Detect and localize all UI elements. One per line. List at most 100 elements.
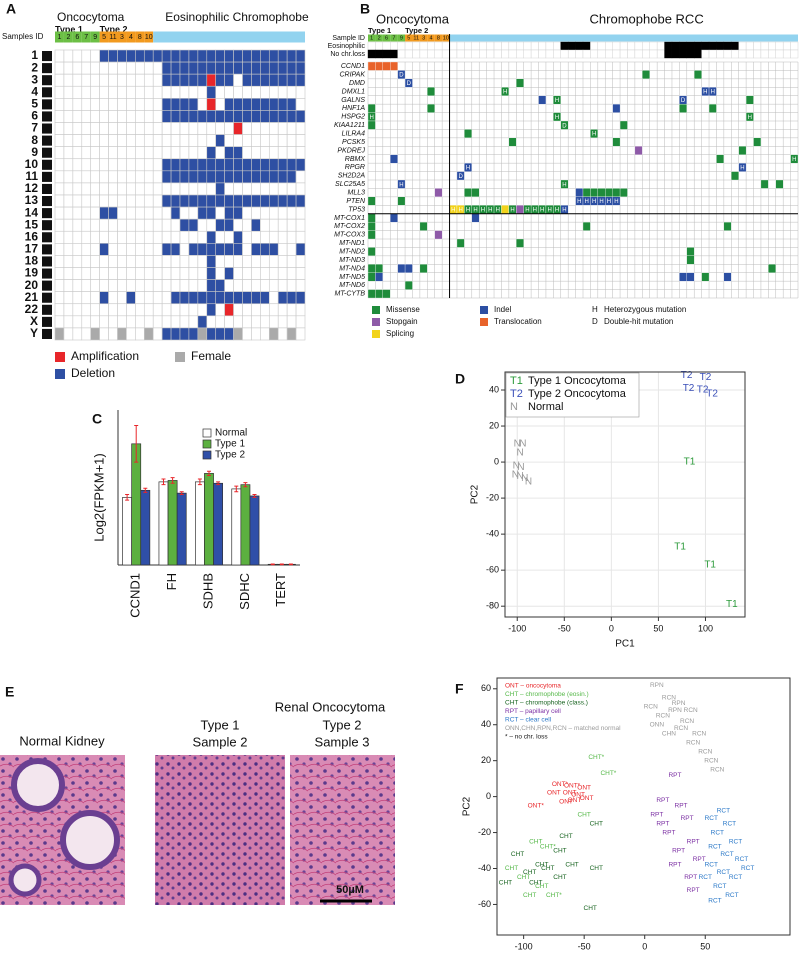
- cnv-cell: [72, 279, 83, 292]
- cnv-cell: [170, 110, 181, 123]
- cnv-cell: [90, 279, 100, 292]
- track-cell: [575, 49, 584, 59]
- cnv-cell: [99, 243, 109, 256]
- track-cell: [597, 41, 606, 51]
- cnv-cell: [260, 218, 270, 232]
- track-cell: [545, 49, 554, 59]
- cnv-cell: [90, 315, 100, 329]
- cnv-cell: [260, 110, 270, 123]
- track-cell: [375, 49, 384, 59]
- cnv-cell: [161, 73, 172, 87]
- cnv-cell: [63, 134, 74, 147]
- cnv-cell: [126, 61, 136, 75]
- track-cell: [701, 49, 710, 59]
- mutation-letter: H: [473, 208, 477, 214]
- sample-id-cell: [72, 31, 82, 43]
- cnv-cell: [233, 303, 243, 317]
- track-cell: [582, 41, 591, 51]
- cnv-cell: [143, 170, 154, 184]
- cnv-cell: [90, 73, 100, 87]
- point: RCT: [720, 851, 733, 858]
- mutation-cell: [582, 188, 591, 198]
- cnv-cell: [179, 279, 190, 292]
- track-cell: [790, 41, 799, 51]
- cnv-cell: [251, 98, 261, 111]
- cnv-cell: [233, 73, 243, 87]
- cnv-cell: [215, 122, 225, 135]
- cnv-cell: [251, 146, 261, 160]
- row-marker: [42, 51, 52, 62]
- cnv-cell: [161, 61, 172, 75]
- mutation-cell: [367, 264, 376, 273]
- cnv-cell: [197, 218, 208, 232]
- cnv-cell: [143, 327, 154, 341]
- cnv-cell: [161, 182, 172, 196]
- cnv-cell: [81, 122, 92, 135]
- mutation-cell: [701, 272, 710, 282]
- point: RCT: [725, 892, 738, 899]
- row-label: 15: [25, 217, 39, 231]
- row-label: 16: [25, 229, 39, 243]
- cnv-cell: [242, 194, 252, 208]
- cnv-cell: [63, 279, 74, 292]
- cnv-cell: [233, 291, 243, 305]
- cnv-cell: [170, 61, 181, 75]
- cnv-cell: [117, 110, 127, 123]
- cnv-cell: [286, 279, 297, 292]
- bar: [249, 495, 260, 566]
- track-cell: [582, 49, 591, 59]
- cnv-cell: [54, 255, 65, 268]
- legend-label: CHT – chromophobe (class.): [505, 700, 588, 707]
- cnv-cell: [277, 315, 288, 329]
- cnv-cell: [117, 98, 127, 111]
- cnv-cell: [81, 134, 92, 147]
- track-cell: [656, 49, 665, 59]
- cnv-cell: [224, 206, 234, 220]
- cnv-cell: [268, 218, 279, 232]
- cnv-cell: [260, 194, 270, 208]
- mutation-cell: [397, 70, 406, 80]
- row-marker: [42, 123, 52, 134]
- row-marker: [42, 280, 52, 291]
- gene-label: MT-ND4: [339, 265, 365, 272]
- row-label: 3: [31, 72, 38, 86]
- cnv-cell: [90, 303, 100, 317]
- group-header: Oncocytoma: [376, 11, 450, 26]
- cnv-cell: [54, 61, 65, 75]
- gene-label: MT-ND5: [339, 274, 365, 281]
- gene-label: LILRA4: [342, 130, 365, 137]
- micrograph: [155, 755, 285, 905]
- cnv-cell: [143, 61, 154, 75]
- cnv-cell: [81, 85, 92, 99]
- cnv-cell: [143, 182, 154, 196]
- mutation-cell: [738, 146, 747, 155]
- point: CHT: [577, 811, 590, 818]
- cnv-cell: [81, 98, 92, 111]
- cnv-cell: [72, 315, 83, 329]
- image-caption: Type 1: [200, 717, 239, 732]
- cnv-cell: [242, 170, 252, 184]
- y-tick-label: 60: [481, 683, 491, 693]
- track-cell: [382, 41, 391, 51]
- cnv-cell: [188, 73, 199, 87]
- point: CHT*: [540, 844, 556, 851]
- point: RCN: [644, 703, 658, 710]
- track-cell: [553, 49, 561, 59]
- cnv-cell: [54, 85, 65, 99]
- cnv-cell: [215, 170, 225, 184]
- legend-swatch: [202, 439, 212, 449]
- point: RPN: [668, 707, 682, 714]
- row-label: 17: [25, 242, 39, 256]
- cnv-cell: [188, 85, 199, 99]
- point: T2: [706, 388, 718, 399]
- cnv-cell: [251, 267, 261, 280]
- point: CHT: [499, 880, 512, 887]
- mutation-cell: [382, 61, 391, 71]
- sample-label: Sample ID: [332, 35, 365, 42]
- cnv-cell: [99, 146, 109, 160]
- track-cell: [501, 49, 510, 59]
- cnv-cell: [99, 303, 109, 317]
- row-marker: [42, 256, 52, 267]
- cnv-cell: [54, 279, 65, 292]
- cnv-cell: [260, 73, 270, 87]
